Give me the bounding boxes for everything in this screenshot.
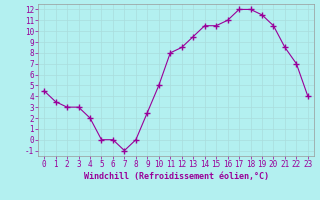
X-axis label: Windchill (Refroidissement éolien,°C): Windchill (Refroidissement éolien,°C): [84, 172, 268, 181]
